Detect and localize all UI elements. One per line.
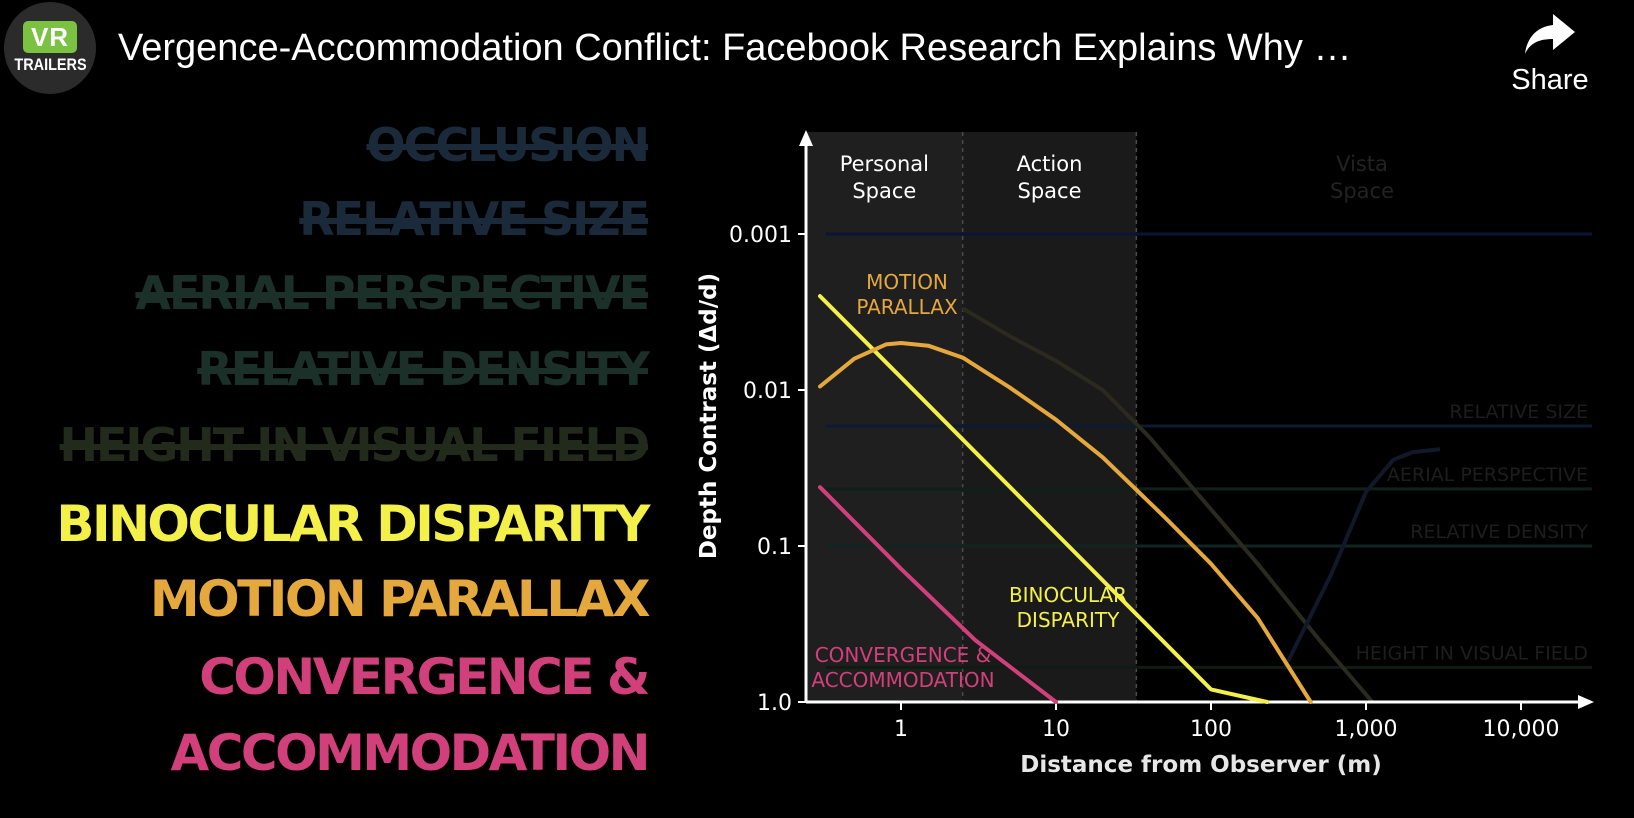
reference-label-relative-density: RELATIVE DENSITY xyxy=(1410,521,1588,543)
faded-cue-relative-density: RELATIVE DENSITY xyxy=(197,342,650,396)
active-cue-convergence-: CONVERGENCE & xyxy=(199,648,650,706)
faded-height-curve xyxy=(1283,447,1441,669)
region-label-personal-space: Personal xyxy=(840,152,929,176)
share-label: Share xyxy=(1511,64,1589,96)
reference-label-aerial-perspective: AERIAL PERSPECTIVE xyxy=(1387,464,1588,486)
x-tick-label-10-000: 10,000 xyxy=(1483,717,1560,742)
faded-cue-height-in-visual-field: HEIGHT IN VISUAL FIELD xyxy=(59,418,650,472)
series-label-motion-parallax: MOTION xyxy=(866,270,948,294)
series-line-motion-parallax xyxy=(818,341,1313,704)
faded-cue-relative-size: RELATIVE SIZE xyxy=(299,192,650,246)
x-tick-label-100: 100 xyxy=(1190,717,1232,742)
series-label-binocular-disparity-line2: DISPARITY xyxy=(1017,608,1120,632)
active-cue-accommodation: ACCOMMODATION xyxy=(170,724,651,782)
region-personal-space xyxy=(806,132,963,702)
x-tick-label-1: 1 xyxy=(894,717,908,742)
region-label-vista-space-line2: Space xyxy=(1330,179,1394,203)
series-line-convergence-accommodation xyxy=(818,485,1058,704)
reference-label-height-in-visual-field: HEIGHT IN VISUAL FIELD xyxy=(1356,642,1588,664)
series-label-convergence-accommodation-line2: ACCOMMODATION xyxy=(811,668,994,692)
channel-logo-trailers: TRAILERS xyxy=(13,55,87,74)
y-axis-label: Depth Contrast (Δd/d) xyxy=(696,273,722,559)
active-cue-motion-parallax: MOTION PARALLAX xyxy=(149,570,651,628)
active-cue-binocular-disparity: BINOCULAR DISPARITY xyxy=(56,495,650,553)
y-tick-label-0-01: 0.01 xyxy=(743,379,792,404)
share-icon xyxy=(1525,14,1575,54)
reference-label-relative-size: RELATIVE SIZE xyxy=(1449,401,1588,423)
y-tick-label-0-1: 0.1 xyxy=(757,535,792,560)
y-tick-label-1-0: 1.0 xyxy=(757,691,792,716)
y-axis-arrow xyxy=(799,130,813,146)
region-label-personal-space-line2: Space xyxy=(852,179,916,203)
x-tick-label-1-000: 1,000 xyxy=(1335,717,1398,742)
share-button[interactable]: Share xyxy=(1500,12,1600,112)
series-label-motion-parallax-line2: PARALLAX xyxy=(856,295,958,319)
faded-cue-occlusion: OCCLUSION xyxy=(366,118,650,172)
region-label-action-space: Action xyxy=(1017,152,1083,176)
region-label-vista-space: Vista xyxy=(1336,152,1388,176)
y-tick-label-0-001: 0.001 xyxy=(729,223,792,248)
region-label-action-space-line2: Space xyxy=(1018,179,1082,203)
channel-logo-vr: VR xyxy=(22,21,78,53)
x-axis-label: Distance from Observer (m) xyxy=(1020,752,1382,778)
x-tick-label-10: 10 xyxy=(1042,717,1070,742)
x-axis-arrow xyxy=(1578,695,1594,709)
channel-logo[interactable]: VR TRAILERS xyxy=(4,2,96,94)
depth-cue-list: OCCLUSION RELATIVE SIZE AERIAL PERSPECTIVE… xyxy=(0,110,651,800)
faded-action-curve xyxy=(961,306,1374,704)
series-label-binocular-disparity: BINOCULAR xyxy=(1009,583,1127,607)
series-label-convergence-accommodation: CONVERGENCE & xyxy=(815,643,992,667)
faded-cue-aerial-perspective: AERIAL PERSPECTIVE xyxy=(135,266,650,320)
